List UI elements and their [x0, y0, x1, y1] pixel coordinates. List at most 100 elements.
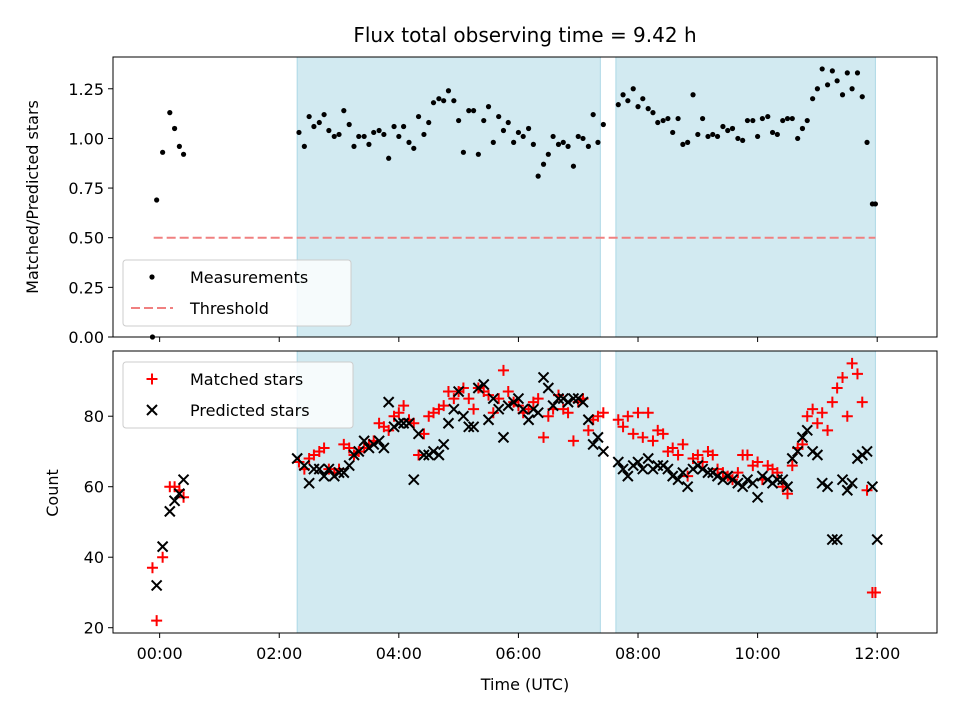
matched-star-point: [542, 410, 554, 422]
predicted-star-point: [777, 473, 789, 486]
top-y-tick-label: 1.25: [68, 80, 104, 99]
matched-star-point: [438, 400, 450, 412]
predicted-star-point: [811, 449, 824, 461]
measurement-point: [396, 133, 402, 140]
measurement-point: [570, 163, 577, 169]
matched-star-point: [642, 407, 654, 419]
top-legend: Measurements Threshold: [122, 259, 352, 327]
matched-star-point: [822, 424, 834, 436]
matched-star-point: [413, 449, 425, 461]
measurement-point: [381, 131, 387, 138]
measurement-point: [575, 133, 581, 140]
predicted-star-point: [801, 424, 813, 437]
measurement-point: [635, 104, 641, 110]
measurement-point: [615, 102, 621, 108]
predicted-star-point: [552, 392, 565, 405]
measurement-point: [426, 119, 432, 126]
matched-star-point: [532, 393, 544, 405]
predicted-star-point: [517, 403, 529, 415]
measurement-point: [361, 133, 367, 140]
predicted-star-point: [333, 466, 345, 479]
predicted-star-point: [537, 371, 550, 384]
bottom-legend: Matched stars Predicted stars: [122, 361, 354, 429]
top-panel: 0.00 0.25 0.50 0.75 1.00 1.25 Measurements Thre…: [68, 56, 938, 347]
predicted-star-point: [637, 463, 649, 475]
matched-star-point: [582, 424, 594, 436]
legend-matched-marker: [146, 373, 158, 385]
bottom-axes-frame: [112, 350, 938, 634]
measurement-point: [665, 115, 671, 122]
matched-star-point: [657, 428, 669, 440]
measurement-point: [795, 135, 801, 142]
matched-star-point: [157, 551, 169, 563]
predicted-star-point: [747, 477, 759, 489]
bottom-y-tick-label: 60: [84, 478, 104, 497]
measurement-point: [515, 129, 522, 136]
matched-star-point: [841, 410, 853, 422]
measurement-point: [475, 151, 481, 157]
measurement-point: [774, 131, 780, 138]
predicted-star-point: [168, 495, 181, 507]
predicted-star-point: [587, 438, 599, 451]
matched-star-point: [502, 386, 514, 398]
matched-star-point: [617, 421, 629, 433]
measurement-point: [680, 141, 686, 147]
predicted-star-point: [164, 505, 176, 518]
measurement-point: [391, 123, 397, 130]
measurement-point: [451, 98, 457, 104]
measurement-point: [755, 133, 761, 140]
predicted-star-point: [492, 403, 505, 415]
predicted-star-point: [338, 466, 350, 479]
measurement-point: [470, 108, 477, 114]
predicted-star-point: [672, 473, 684, 486]
measurement-point: [351, 143, 357, 149]
matched-star-point: [707, 449, 719, 461]
legend-measurement-marker: [149, 274, 155, 280]
measurement-point: [864, 139, 870, 145]
predicted-star-point: [467, 421, 480, 433]
predicted-star-point: [368, 438, 380, 451]
predicted-star-point: [547, 399, 559, 412]
measurement-point: [535, 173, 541, 179]
matched-star-point: [627, 428, 639, 440]
measurement-point: [660, 117, 666, 124]
matched-star-point: [816, 407, 828, 419]
measurement-point: [759, 115, 765, 122]
measurement-point: [819, 66, 825, 72]
predicted-star-point: [412, 428, 425, 440]
predicted-star-point: [612, 456, 624, 468]
measurement-point: [725, 127, 731, 134]
matched-star-point: [647, 435, 659, 447]
predicted-star-point: [866, 481, 879, 493]
measurement-point: [336, 131, 342, 138]
predicted-star-point: [378, 442, 390, 454]
measurement-point: [744, 117, 751, 124]
measurement-point: [481, 117, 487, 124]
measurement-point: [316, 119, 322, 126]
top-shaded-interval: [615, 56, 876, 338]
matched-star-point: [318, 442, 330, 454]
measurement-point: [714, 133, 721, 140]
predicted-star-point: [393, 417, 405, 429]
predicted-star-point: [433, 449, 445, 461]
predicted-star-point: [487, 392, 500, 405]
predicted-star-point: [622, 470, 634, 482]
predicted-star-point: [726, 473, 739, 486]
measurement-point: [620, 92, 626, 98]
measurement-point: [460, 149, 467, 155]
measurement-point: [456, 117, 462, 124]
measurement-point: [500, 127, 507, 134]
measurement-point: [555, 141, 562, 147]
measurement-point: [560, 139, 566, 145]
matched-star-point: [293, 456, 305, 468]
matched-star-point: [732, 467, 744, 479]
measurement-point: [306, 113, 312, 120]
measurement-point: [580, 135, 586, 142]
x-tick-label: 08:00: [615, 644, 661, 663]
bottom-y-axis-label: Count: [43, 469, 62, 517]
matched-star-point: [741, 449, 753, 461]
matched-star-point: [393, 407, 405, 419]
matched-star-point: [782, 488, 794, 500]
measurement-point: [376, 127, 382, 134]
measurement-point: [765, 113, 771, 120]
